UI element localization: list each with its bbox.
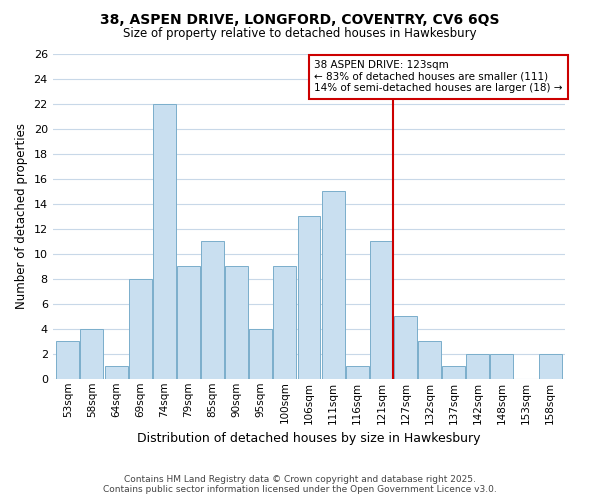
Bar bbox=[250, 329, 272, 379]
Bar bbox=[466, 354, 489, 379]
Bar bbox=[370, 242, 393, 379]
Bar bbox=[539, 354, 562, 379]
Text: Contains public sector information licensed under the Open Government Licence v3: Contains public sector information licen… bbox=[103, 485, 497, 494]
Text: Size of property relative to detached houses in Hawkesbury: Size of property relative to detached ho… bbox=[123, 28, 477, 40]
Text: Contains HM Land Registry data © Crown copyright and database right 2025.: Contains HM Land Registry data © Crown c… bbox=[124, 475, 476, 484]
Bar bbox=[129, 279, 152, 379]
Bar bbox=[104, 366, 128, 379]
Bar bbox=[298, 216, 320, 379]
Bar bbox=[346, 366, 368, 379]
Text: 38, ASPEN DRIVE, LONGFORD, COVENTRY, CV6 6QS: 38, ASPEN DRIVE, LONGFORD, COVENTRY, CV6… bbox=[100, 12, 500, 26]
Bar bbox=[225, 266, 248, 379]
Text: 38 ASPEN DRIVE: 123sqm
← 83% of detached houses are smaller (111)
14% of semi-de: 38 ASPEN DRIVE: 123sqm ← 83% of detached… bbox=[314, 60, 562, 94]
Bar bbox=[80, 329, 103, 379]
Bar bbox=[442, 366, 465, 379]
Bar bbox=[418, 342, 441, 379]
X-axis label: Distribution of detached houses by size in Hawkesbury: Distribution of detached houses by size … bbox=[137, 432, 481, 445]
Bar bbox=[322, 192, 344, 379]
Bar bbox=[177, 266, 200, 379]
Bar bbox=[201, 242, 224, 379]
Bar bbox=[274, 266, 296, 379]
Bar bbox=[490, 354, 514, 379]
Y-axis label: Number of detached properties: Number of detached properties bbox=[15, 124, 28, 310]
Bar bbox=[153, 104, 176, 379]
Bar bbox=[56, 342, 79, 379]
Bar bbox=[394, 316, 417, 379]
